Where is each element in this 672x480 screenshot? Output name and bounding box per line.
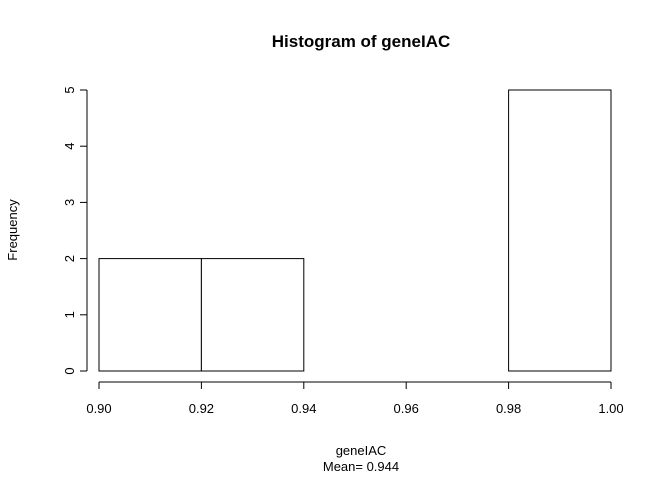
chart-title: Histogram of geneIAC bbox=[272, 32, 451, 51]
x-tick-label-4: 0.98 bbox=[496, 401, 521, 416]
y-tick-label-0: 0 bbox=[62, 367, 77, 374]
y-axis: 0 1 2 3 4 5 bbox=[62, 86, 88, 375]
x-tick-label-2: 0.94 bbox=[291, 401, 316, 416]
x-tick-label-1: 0.92 bbox=[189, 401, 214, 416]
histogram-bar-1 bbox=[200, 258, 305, 372]
histogram-bar-4 bbox=[508, 89, 612, 372]
x-axis: 0.90 0.92 0.94 0.96 0.98 1.00 bbox=[86, 381, 624, 416]
x-tick-label-5: 1.00 bbox=[598, 401, 623, 416]
y-tick-label-4: 4 bbox=[62, 143, 77, 150]
y-tick-label-3: 3 bbox=[62, 199, 77, 206]
histogram-bar-0 bbox=[98, 258, 202, 372]
x-axis-label: geneIAC bbox=[336, 443, 387, 458]
x-tick-label-0: 0.90 bbox=[86, 401, 111, 416]
bars-group bbox=[98, 89, 612, 372]
x-tick-label-3: 0.96 bbox=[394, 401, 419, 416]
y-tick-label-2: 2 bbox=[62, 255, 77, 262]
y-tick-label-1: 1 bbox=[62, 311, 77, 318]
y-tick-label-5: 5 bbox=[62, 86, 77, 93]
y-axis-label: Frequency bbox=[5, 199, 20, 261]
x-axis-subtitle: Mean= 0.944 bbox=[323, 459, 399, 474]
